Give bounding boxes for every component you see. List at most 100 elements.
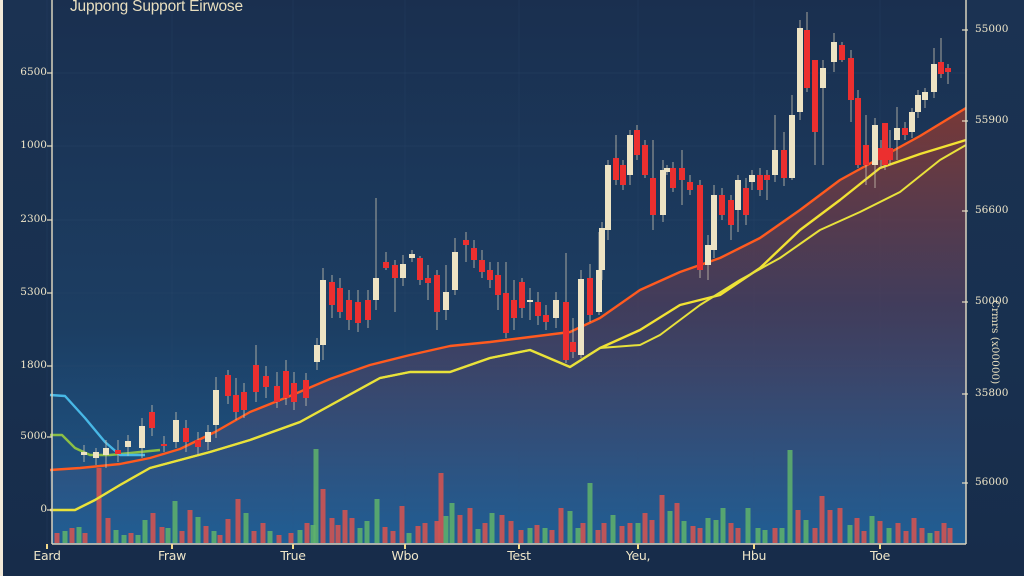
orange-ma-line [49,106,967,472]
candle [605,160,611,240]
volume-bar [364,521,370,543]
candle [291,372,297,410]
candle [578,270,584,358]
candle [587,264,593,322]
candle [452,238,458,295]
volume-bar [187,510,193,543]
volume-bar [635,523,641,543]
volume-bar [489,513,495,543]
candle [320,268,326,360]
volume-bar [128,533,134,543]
volume-bar [288,533,294,543]
green-line-line [50,433,161,457]
volume-bar [113,530,119,543]
candle [735,175,741,232]
candle [527,288,533,320]
candle [887,130,893,165]
volume-bar [96,468,102,543]
candle [314,338,320,370]
candle [233,378,239,420]
volume-bar [869,516,875,543]
y-tick-label-left: 1000 [20,139,47,151]
x-tick-label: Fraw [157,548,187,563]
y-tick-label-left: 2300 [20,213,47,225]
candle [687,175,693,195]
volume-bar [827,510,833,543]
candlestick-chart [46,0,968,549]
candle [425,265,431,300]
candle [355,290,361,332]
volume-bar [601,523,607,543]
x-tick-label: Test [507,548,531,563]
volume-bar [697,528,703,543]
volume-bar [610,515,616,543]
volume-bar [382,527,388,543]
chart-frame: Juppong Support Eirwose 6500 1000 2300 5300… [3,0,1024,576]
candle [878,140,884,168]
candle [820,60,826,165]
candle [346,290,352,330]
volume-bar [135,535,141,543]
volume-bar [415,526,421,543]
candle [511,280,517,330]
candle [479,250,485,278]
candle [463,232,469,262]
candle [241,383,247,418]
candle [839,42,845,62]
candle [749,170,755,190]
area-fill [50,108,966,544]
candle [728,195,734,240]
candle [613,135,619,185]
candle [797,20,803,120]
volume-bar [235,499,241,543]
candle [938,38,944,78]
x-tick-label: Hbu [741,548,767,563]
candle [487,262,493,288]
volume-bar [934,531,940,543]
volume-bar [649,520,655,543]
y-tick-label-left: 6500 [20,66,47,78]
volume-bar [534,525,540,543]
volume-bar [595,530,601,543]
candle [679,150,685,205]
candle [650,140,656,230]
candle [570,318,576,358]
y-tick-label-right: 56000 [975,476,1009,488]
volume-bar [861,531,867,543]
volume-bar [803,520,809,543]
candle [772,115,778,182]
candle [670,162,676,192]
volume-bar [225,519,231,543]
volume-bar [313,449,319,543]
candle [409,250,415,262]
volume-bar [121,535,127,543]
candle [253,345,259,402]
candle [274,372,280,408]
candle [664,165,670,175]
candle [263,366,269,398]
candle [443,265,449,320]
candle [634,125,640,160]
y-tick-label-right: 56600 [975,204,1009,216]
volume-bar [82,533,88,543]
candle [757,168,763,196]
candle [945,64,951,84]
cyan-line-line [49,393,145,457]
volume-bar [919,528,925,543]
volume-bar [705,518,711,543]
volume-bar [467,508,473,543]
chart-title: Juppong Support Eirwose [70,0,243,15]
volume-bar [911,518,917,543]
candle [373,198,379,310]
volume-bar [438,473,444,543]
volume-bar [795,510,801,543]
volume-bar [667,511,673,543]
volume-bar [567,511,573,543]
volume-bar [762,530,768,543]
candle [195,432,201,455]
candle [660,160,666,222]
candle [149,405,155,436]
volume-bar [886,528,892,543]
candle [553,292,559,328]
volume-bar [681,521,687,543]
